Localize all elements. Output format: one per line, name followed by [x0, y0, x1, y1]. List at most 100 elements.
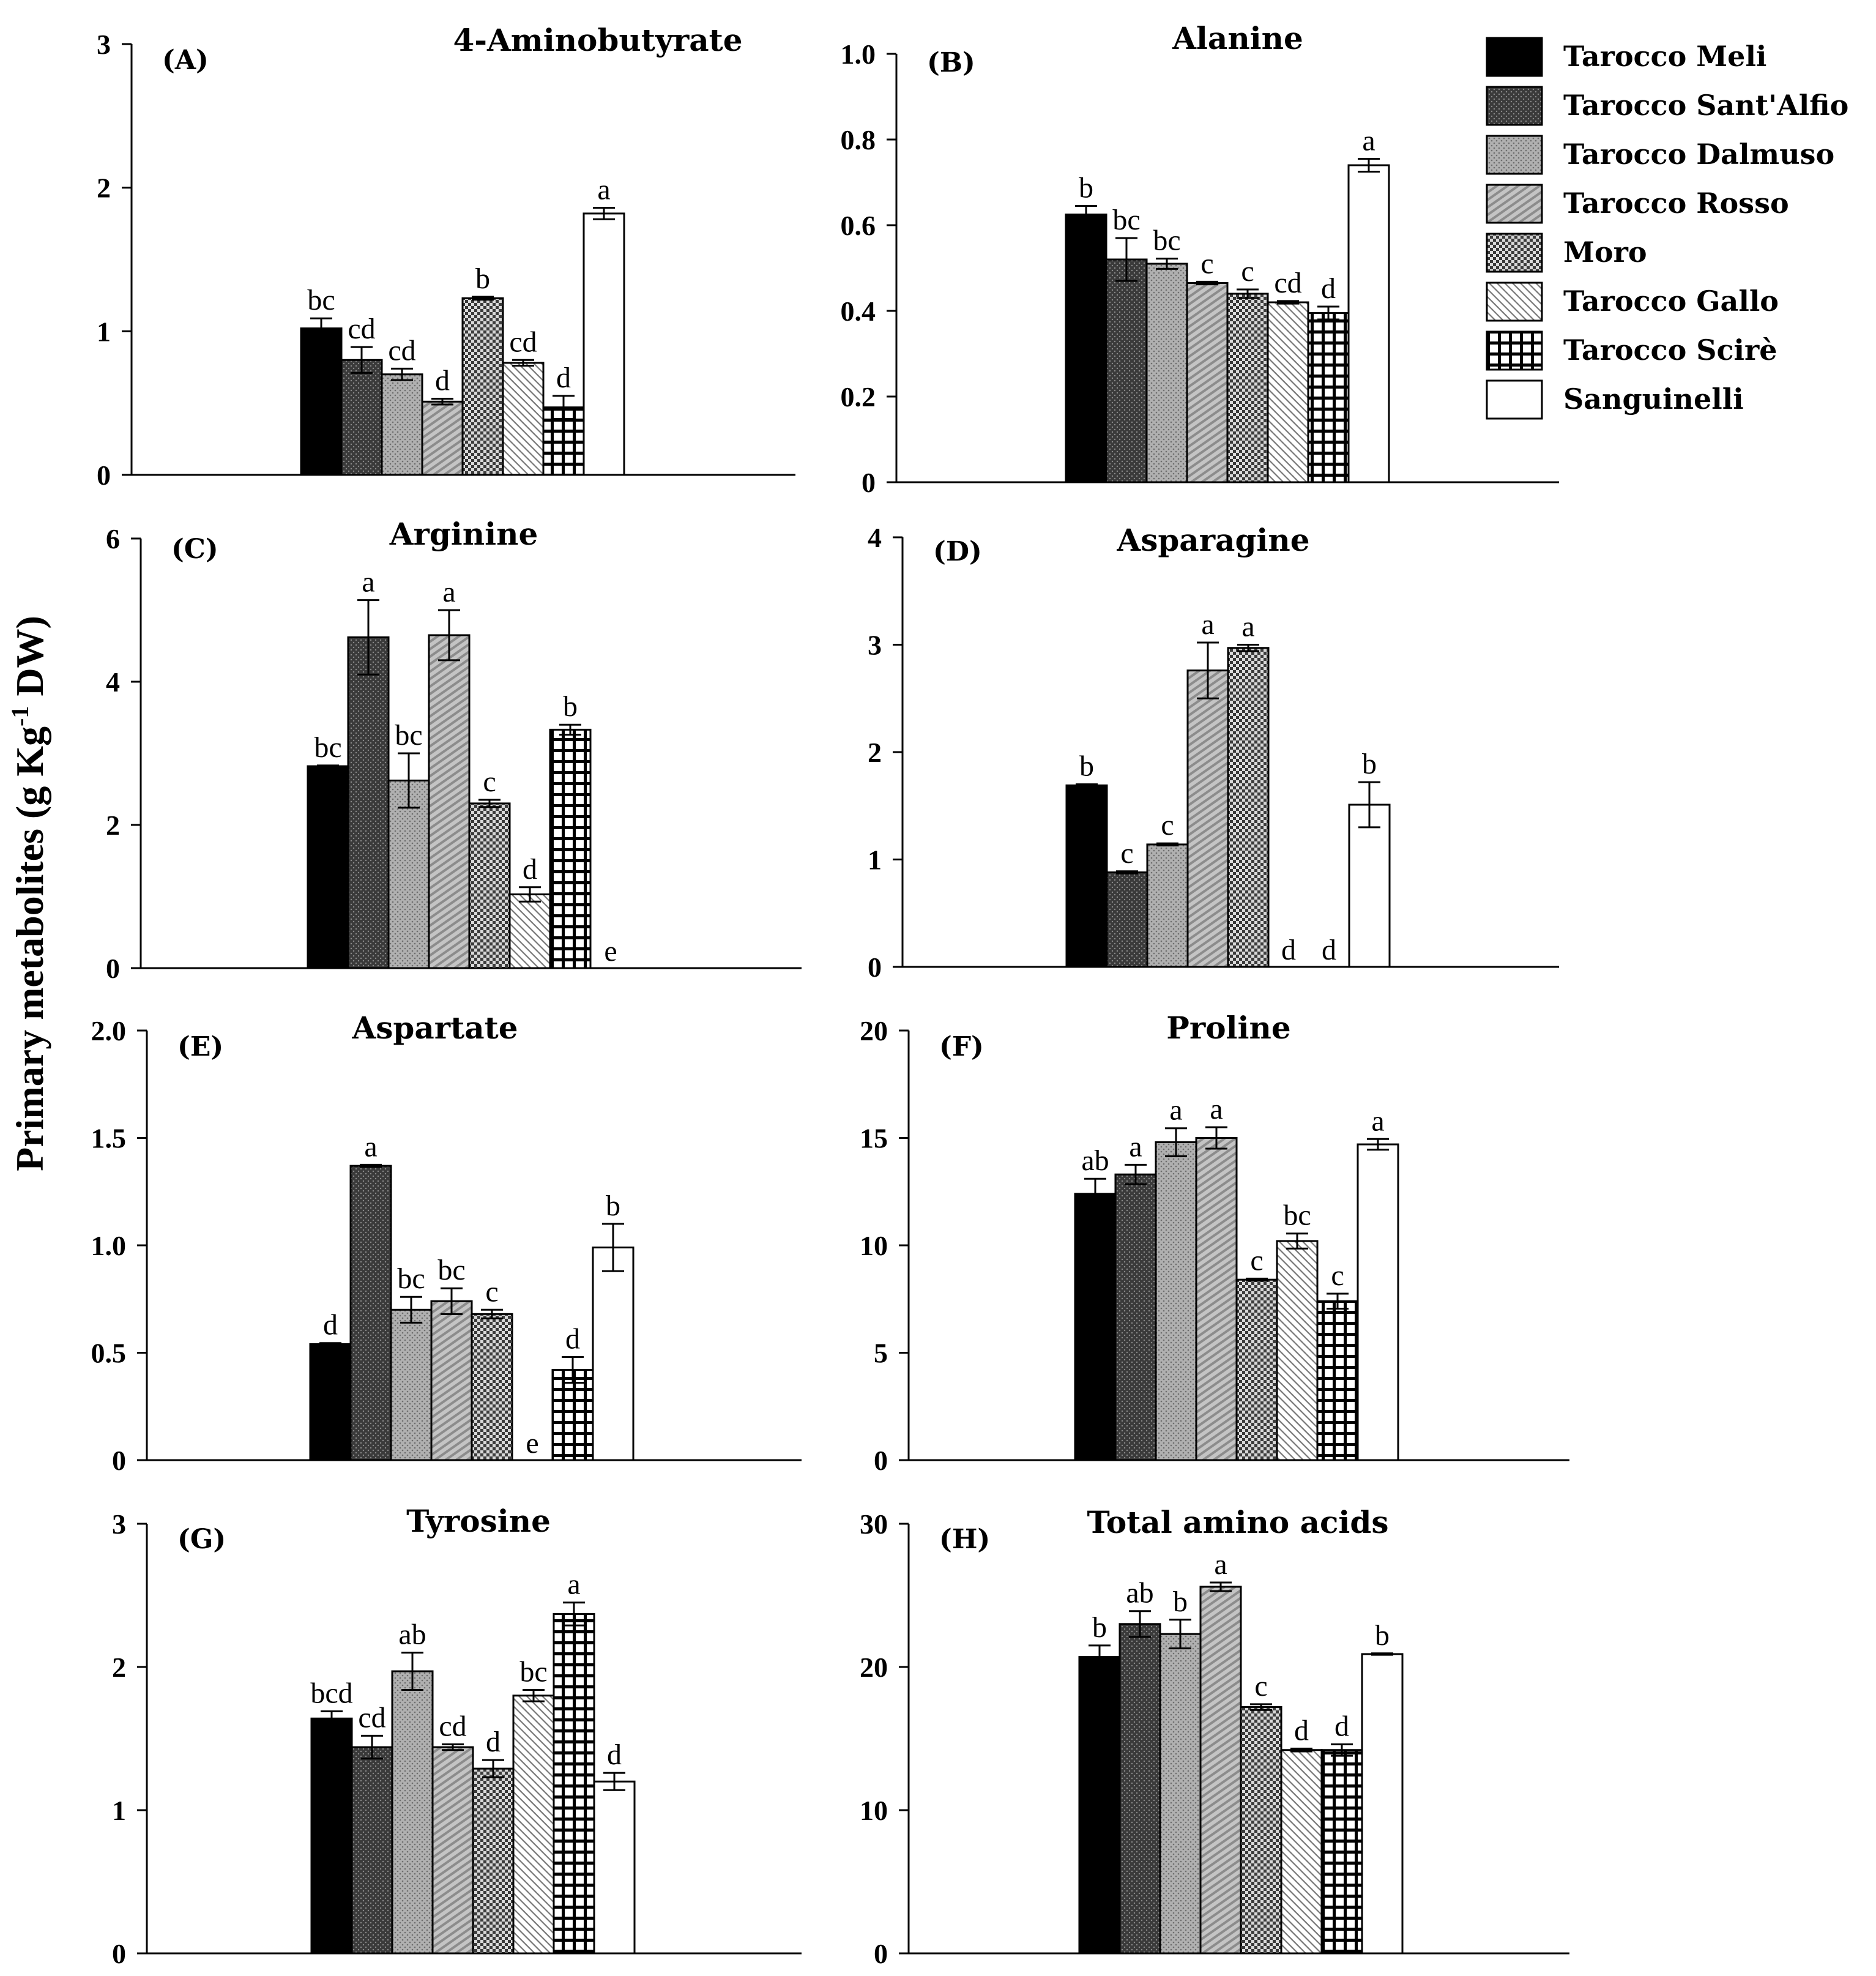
bar — [1119, 1623, 1161, 1955]
y-tick-label: 2 — [112, 1652, 126, 1683]
significance-letter: a — [1169, 1094, 1182, 1127]
panel-label: (B) — [927, 47, 975, 78]
bar — [307, 765, 349, 969]
bar — [468, 802, 511, 969]
bar — [310, 1717, 353, 1955]
significance-letter: bc — [1153, 225, 1180, 257]
y-tick-label: 0.6 — [841, 210, 876, 241]
y-tick-label: 0 — [106, 953, 120, 984]
y-tick-label: 15 — [860, 1123, 888, 1154]
bar — [300, 327, 343, 476]
significance-letter: a — [1129, 1130, 1142, 1163]
legend-swatch — [1486, 86, 1543, 126]
significance-letter: ab — [1126, 1577, 1153, 1609]
legend-swatch — [1486, 281, 1543, 322]
bar — [472, 1767, 515, 1955]
significance-letter: cd — [388, 334, 415, 367]
significance-letter: a — [1214, 1548, 1227, 1581]
y-tick-label: 1 — [112, 1795, 126, 1826]
bar — [553, 1612, 595, 1955]
legend-label: Tarocco Meli — [1563, 40, 1766, 73]
significance-letter: d — [435, 365, 450, 397]
significance-letter: a — [1201, 608, 1214, 641]
significance-letter: c — [1241, 255, 1254, 288]
y-tick-label: 3 — [97, 29, 111, 60]
significance-letter: a — [364, 1130, 377, 1163]
significance-letter: e — [526, 1427, 538, 1460]
y-tick-label: 2 — [106, 810, 120, 841]
legend-label: Tarocco Dalmuso — [1563, 138, 1834, 171]
bar — [391, 1670, 434, 1955]
y-tick-label: 30 — [860, 1508, 888, 1540]
bar — [1357, 1143, 1399, 1461]
y-tick-label: 0 — [868, 952, 882, 983]
y-tick-label: 4 — [868, 522, 882, 553]
significance-letter: d — [1322, 934, 1336, 966]
significance-letter: b — [1375, 1619, 1390, 1652]
bar — [1078, 1656, 1121, 1955]
significance-letter: a — [1362, 125, 1375, 157]
significance-letter: b — [563, 690, 578, 723]
significance-letter: bc — [519, 1655, 547, 1688]
bar — [1361, 1653, 1404, 1955]
panel-title: Total amino acids — [1087, 1504, 1388, 1540]
significance-letter: bcd — [310, 1677, 352, 1710]
y-tick-label: 10 — [860, 1795, 888, 1826]
legend-label: Tarocco Scirè — [1563, 334, 1777, 367]
y-tick-label: 0 — [874, 1445, 888, 1476]
significance-letter: cd — [348, 313, 375, 345]
bar — [349, 1165, 392, 1461]
significance-letter: bc — [395, 719, 422, 751]
y-tick-label: 0.4 — [841, 296, 876, 327]
significance-letter: a — [1371, 1105, 1384, 1137]
significance-letter: b — [606, 1190, 620, 1222]
bar — [390, 1308, 433, 1461]
y-tick-label: 1.0 — [841, 39, 876, 70]
y-tick-label: 5 — [874, 1338, 888, 1369]
panel-title: Arginine — [389, 516, 538, 552]
bar — [421, 400, 464, 476]
significance-letter: a — [362, 566, 374, 598]
significance-letter: ab — [398, 1619, 426, 1651]
significance-letter: a — [1241, 611, 1254, 643]
significance-letter: bc — [437, 1254, 465, 1286]
chart-panel-3: 0 2 4 6 Arginine (C) bc a bc a c d b e — [106, 516, 802, 984]
bar — [381, 373, 423, 476]
legend-swatch — [1486, 379, 1543, 420]
significance-letter: c — [1254, 1670, 1267, 1702]
bar — [1280, 1749, 1323, 1955]
panel-label: (E) — [177, 1031, 223, 1062]
y-axis-label-superscript: -1 — [6, 706, 34, 726]
bar — [340, 359, 383, 476]
legend-label: Tarocco Gallo — [1563, 285, 1779, 318]
significance-letter: e — [604, 935, 617, 967]
bar — [1065, 784, 1108, 968]
bar — [1227, 647, 1270, 968]
bar — [1320, 1749, 1363, 1955]
significance-letter: a — [567, 1568, 580, 1601]
y-tick-label: 2 — [97, 173, 111, 204]
significance-letter: d — [523, 853, 537, 885]
y-axis-label: Primary metabolites (g Kg-1 DW) — [6, 616, 51, 1171]
y-tick-label: 4 — [106, 666, 120, 698]
significance-letter: ab — [1081, 1144, 1109, 1177]
y-tick-label: 0.2 — [841, 381, 876, 412]
bar — [1186, 282, 1229, 483]
bar — [1065, 214, 1107, 483]
bar — [551, 1369, 594, 1461]
significance-letter: b — [1173, 1586, 1188, 1618]
bar — [1347, 164, 1390, 483]
y-tick-label: 1.0 — [91, 1230, 127, 1261]
significance-letter: bc — [1112, 204, 1140, 236]
bar — [461, 297, 504, 476]
y-tick-label: 0 — [874, 1938, 888, 1969]
significance-letter: c — [1331, 1259, 1344, 1292]
significance-letter: d — [565, 1323, 580, 1355]
